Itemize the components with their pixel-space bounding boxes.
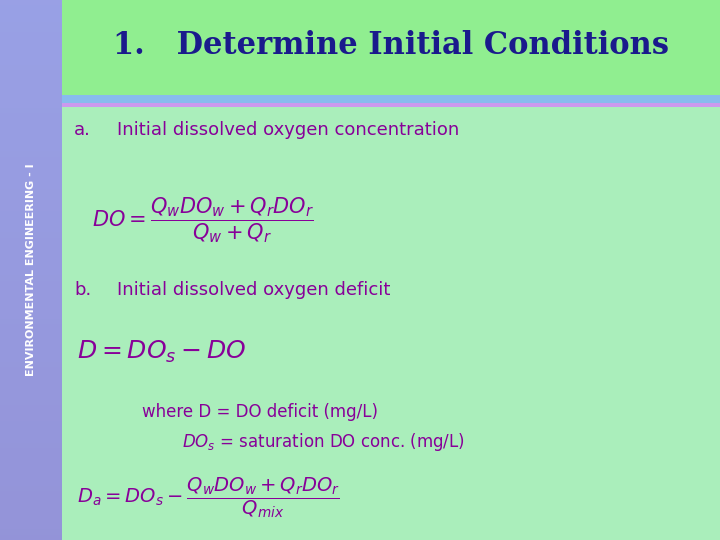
Text: Initial dissolved oxygen concentration: Initial dissolved oxygen concentration [117, 121, 459, 139]
Text: 1.   Determine Initial Conditions: 1. Determine Initial Conditions [113, 30, 669, 61]
Text: b.: b. [74, 281, 91, 299]
Text: a.: a. [74, 121, 91, 139]
Bar [62, 103, 720, 107]
Text: $D = DO_s - DO$: $D = DO_s - DO$ [77, 339, 246, 365]
Text: $D_a = DO_s - \dfrac{Q_w DO_w + Q_r DO_r}{Q_{mix}}$: $D_a = DO_s - \dfrac{Q_w DO_w + Q_r DO_r… [77, 476, 340, 521]
Bar [62, 95, 720, 103]
Text: $DO = \dfrac{Q_w DO_w + Q_r DO_r}{Q_w + Q_r}$: $DO = \dfrac{Q_w DO_w + Q_r DO_r}{Q_w + … [92, 195, 314, 245]
Text: where D = DO deficit (mg/L): where D = DO deficit (mg/L) [142, 403, 378, 421]
Text: Initial dissolved oxygen deficit: Initial dissolved oxygen deficit [117, 281, 390, 299]
Text: ENVIRONMENTAL ENGINEERING - I: ENVIRONMENTAL ENGINEERING - I [26, 164, 36, 376]
Text: $DO_s$ = saturation DO conc. (mg/L): $DO_s$ = saturation DO conc. (mg/L) [182, 431, 465, 453]
Bar [62, 0, 720, 95]
